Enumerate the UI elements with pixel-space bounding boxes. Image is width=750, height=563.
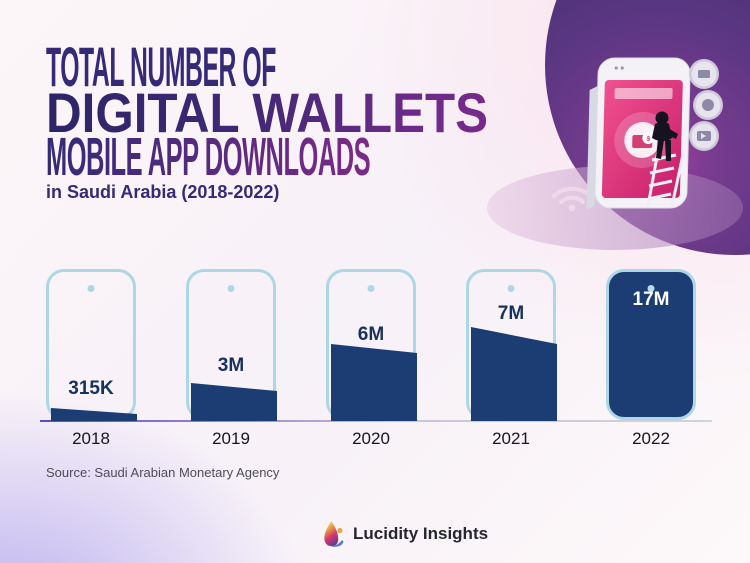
svg-text:$: $ bbox=[646, 136, 650, 143]
